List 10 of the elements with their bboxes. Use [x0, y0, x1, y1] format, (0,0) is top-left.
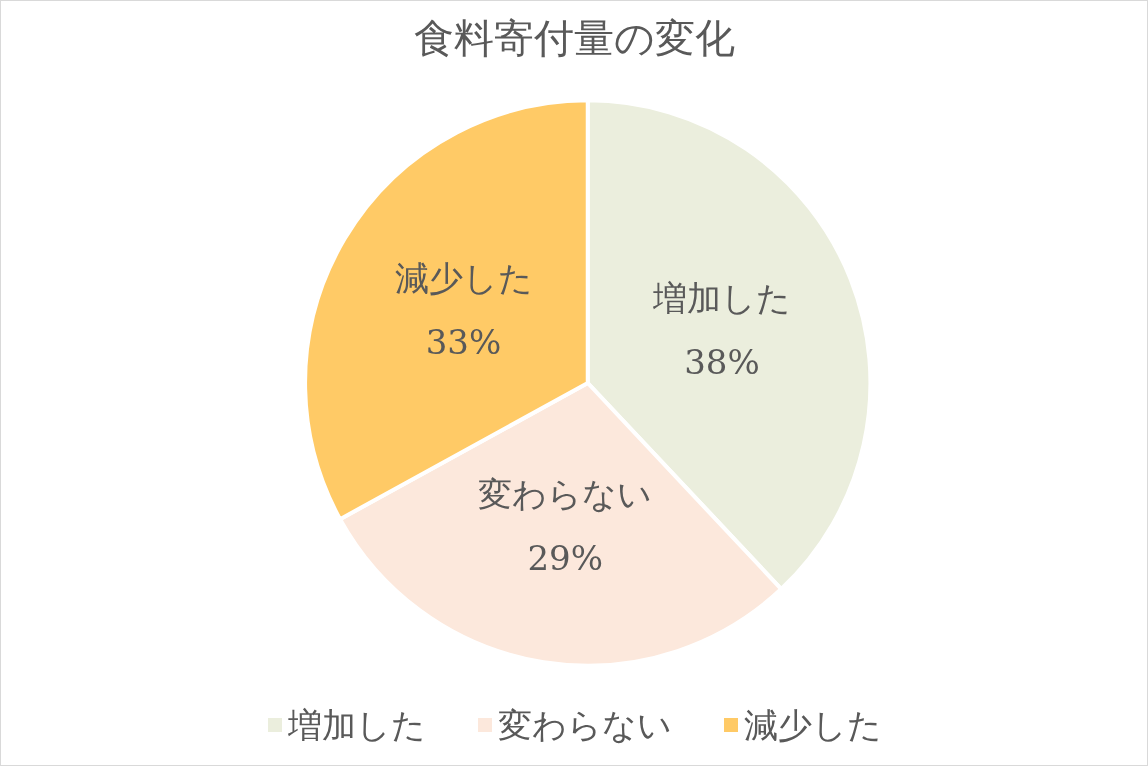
slice-label: 増加した [651, 277, 791, 318]
legend-label: 変わらない [498, 705, 672, 745]
chart-title: 食料寄付量の変化 [413, 15, 735, 61]
slice-label: 変わらない [478, 473, 653, 514]
legend-label: 増加した [287, 705, 426, 745]
data-label: 33% [425, 321, 502, 362]
data-label: 29% [527, 537, 603, 578]
slice-label: 減少した [394, 257, 533, 298]
legend-label: 減少した [744, 705, 882, 745]
data-label: 38% [684, 341, 760, 382]
